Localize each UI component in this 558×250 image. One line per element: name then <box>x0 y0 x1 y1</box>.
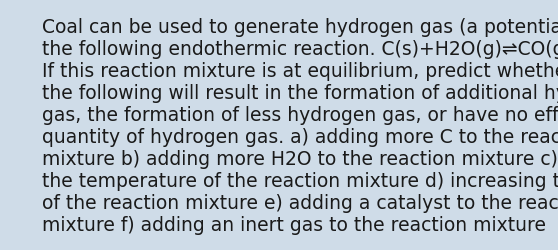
Text: Coal can be used to generate hydrogen gas (a potential fuel) by: Coal can be used to generate hydrogen ga… <box>42 18 558 36</box>
Text: mixture b) adding more H2O to the reaction mixture c) raising: mixture b) adding more H2O to the reacti… <box>42 150 558 169</box>
Text: the following will result in the formation of additional hydrogen: the following will result in the formati… <box>42 84 558 102</box>
Text: gas, the formation of less hydrogen gas, or have no effect on the: gas, the formation of less hydrogen gas,… <box>42 106 558 124</box>
Text: the following endothermic reaction. C(s)+H2O(g)⇌CO(g)+H2(g): the following endothermic reaction. C(s)… <box>42 40 558 58</box>
Text: If this reaction mixture is at equilibrium, predict whether each of: If this reaction mixture is at equilibri… <box>42 62 558 80</box>
Text: of the reaction mixture e) adding a catalyst to the reaction: of the reaction mixture e) adding a cata… <box>42 194 558 212</box>
Text: the temperature of the reaction mixture d) increasing the volume: the temperature of the reaction mixture … <box>42 172 558 190</box>
Text: mixture f) adding an inert gas to the reaction mixture: mixture f) adding an inert gas to the re… <box>42 216 546 234</box>
Text: quantity of hydrogen gas. a) adding more C to the reaction: quantity of hydrogen gas. a) adding more… <box>42 128 558 146</box>
